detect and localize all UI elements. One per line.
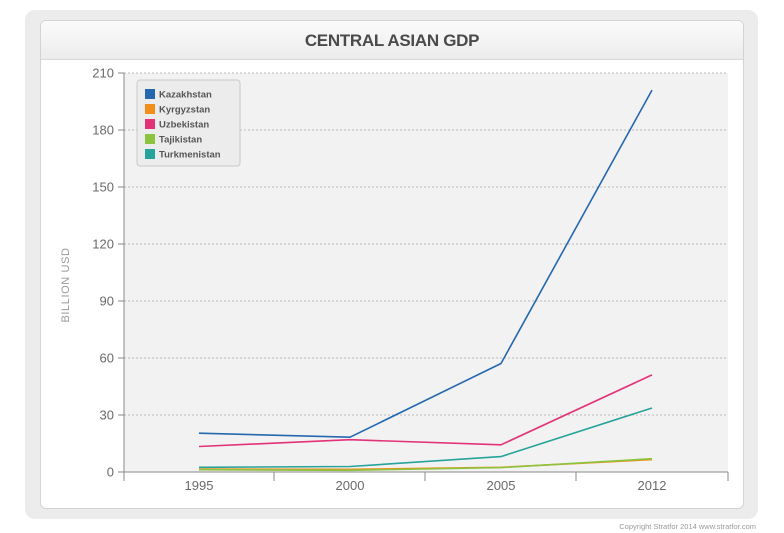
y-tick-label: 30 <box>100 408 114 423</box>
legend-label: Tajikistan <box>159 135 202 146</box>
y-tick-label: 210 <box>92 66 114 81</box>
series-line-tajikistan <box>198 457 653 472</box>
y-axis-title: BILLION USD <box>60 247 72 322</box>
series-line-kazakhstan <box>198 89 653 439</box>
series-line-turkmenistan <box>198 407 653 469</box>
x-tick-label: 1995 <box>185 478 214 493</box>
copyright-credit: Copyright Stratfor 2014 www.stratfor.com <box>619 522 756 531</box>
legend-label: Turkmenistan <box>159 150 221 161</box>
title-bar: CENTRAL ASIAN GDP <box>41 21 743 60</box>
series-lines <box>198 89 653 472</box>
y-tick-label: 120 <box>92 237 114 252</box>
x-tick-label: 2000 <box>336 478 365 493</box>
y-tick-label: 90 <box>100 294 114 309</box>
legend: Kazakhstan Kyrgyzstan Uzbekistan Tajikistan… <box>136 79 241 167</box>
y-tick-label: 150 <box>92 180 114 195</box>
y-tick-label: 0 <box>107 465 114 480</box>
series-line-uzbekistan <box>198 374 653 448</box>
legend-swatch <box>145 134 155 144</box>
legend-label: Uzbekistan <box>159 120 209 131</box>
legend-swatch <box>145 119 155 129</box>
chart-title: CENTRAL ASIAN GDP <box>304 31 480 50</box>
legend-swatch <box>145 104 155 114</box>
x-tick-label: 2005 <box>487 478 516 493</box>
y-tick-label: 180 <box>92 123 114 138</box>
legend-label: Kazakhstan <box>159 90 212 101</box>
x-tick-label: 2012 <box>638 478 667 493</box>
y-tick-label: 60 <box>100 351 114 366</box>
axes: 0 30 60 90 120 150 180 210 1995 2000 2005 2012 <box>92 66 729 493</box>
legend-label: Kyrgyzstan <box>159 105 210 116</box>
legend-box <box>136 79 241 167</box>
legend-swatch <box>145 89 155 99</box>
legend-swatch <box>145 149 155 159</box>
